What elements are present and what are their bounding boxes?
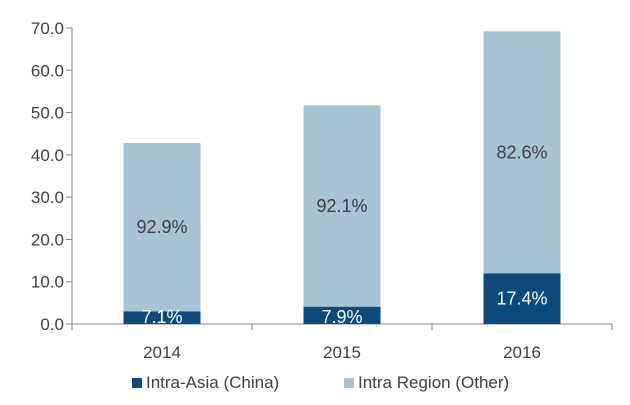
axes: 0.0 10.0 20.0 30.0 40.0 50.0 60.0 70.0 2014 2015 2… bbox=[31, 19, 613, 362]
y-tick-label: 30.0 bbox=[31, 188, 64, 207]
y-tick-label: 70.0 bbox=[31, 19, 64, 38]
bar-segment-intra-region-other bbox=[303, 105, 381, 307]
legend-label: Intra-Asia (China) bbox=[146, 373, 279, 392]
bar-segment-intra-region-other bbox=[123, 143, 201, 312]
legend-label: Intra Region (Other) bbox=[358, 373, 509, 392]
y-tick-label: 10.0 bbox=[31, 273, 64, 292]
data-label: 92.1% bbox=[316, 196, 367, 216]
data-label: 92.9% bbox=[136, 217, 187, 237]
x-tick-label: 2014 bbox=[143, 343, 181, 362]
y-tick-label: 50.0 bbox=[31, 104, 64, 123]
data-label: 7.1% bbox=[141, 307, 182, 327]
y-tick-label: 0.0 bbox=[40, 315, 64, 334]
legend-swatch bbox=[344, 378, 354, 388]
legend: Intra-Asia (China) Intra Region (Other) bbox=[132, 373, 509, 392]
bar-segment-intra-asia-china bbox=[123, 311, 201, 324]
bars: 7.1% 92.9% 7.9% 92.1% 17.4% 82.6% bbox=[123, 31, 561, 327]
x-tick-label: 2016 bbox=[503, 343, 541, 362]
legend-swatch bbox=[132, 378, 142, 388]
bar-segment-intra-asia-china bbox=[483, 273, 561, 324]
y-tick-label: 60.0 bbox=[31, 61, 64, 80]
data-label: 7.9% bbox=[321, 307, 362, 327]
y-tick-label: 40.0 bbox=[31, 146, 64, 165]
bar-segment-intra-asia-china bbox=[303, 306, 381, 324]
data-label: 82.6% bbox=[496, 142, 547, 162]
x-tick-label: 2015 bbox=[323, 343, 361, 362]
bar-segment-intra-region-other bbox=[483, 31, 561, 274]
data-label: 17.4% bbox=[496, 289, 547, 309]
y-tick-label: 20.0 bbox=[31, 230, 64, 249]
